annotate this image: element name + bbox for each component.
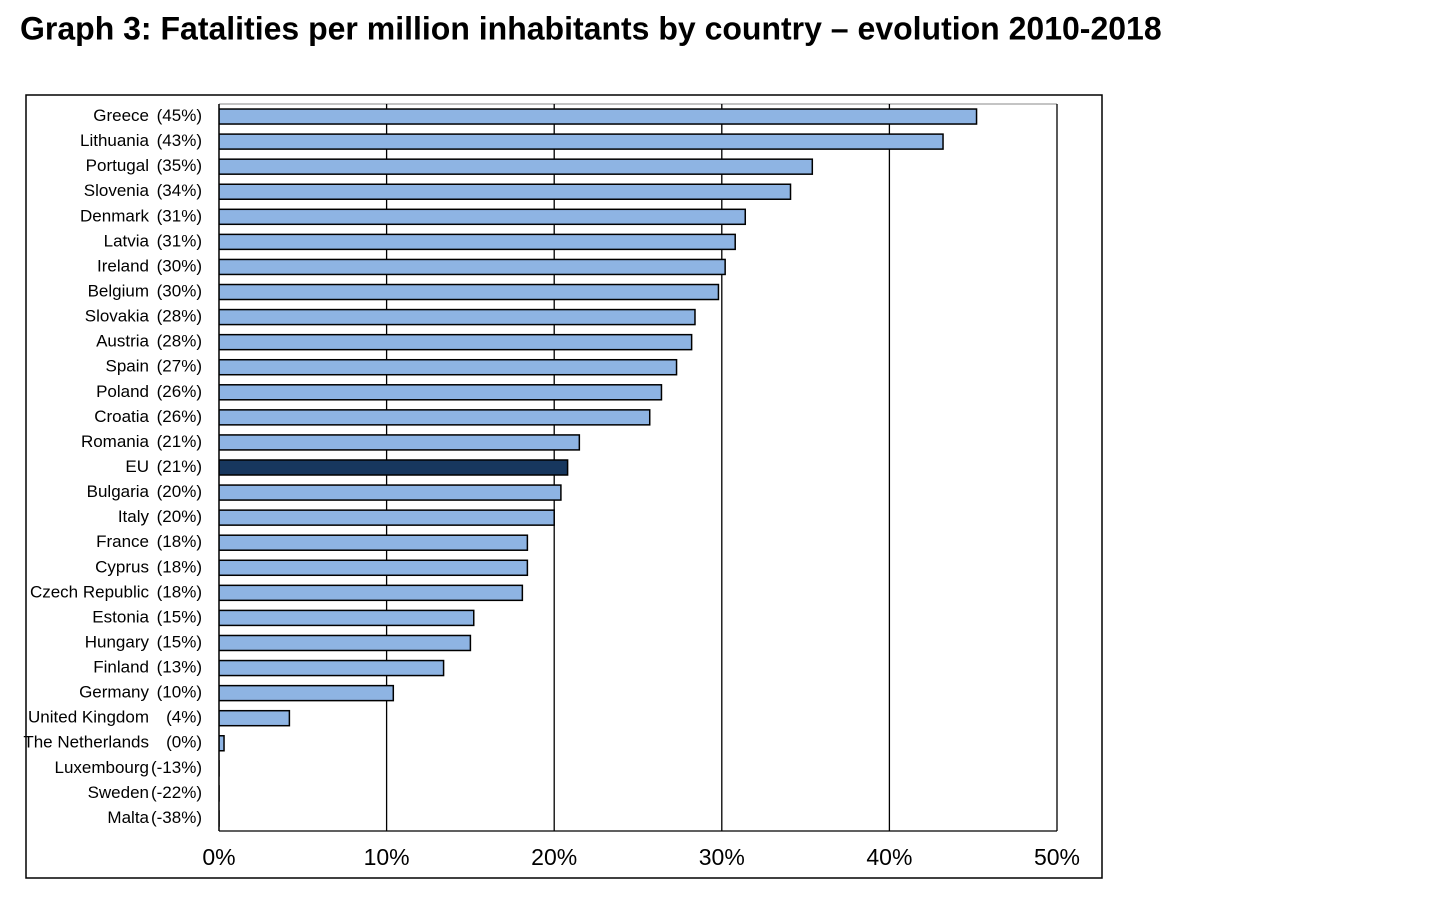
y-tick-label: Luxembourg [54,758,149,777]
y-tick-label: Romania [81,432,150,451]
value-label: (18%) [157,532,202,551]
bar [219,183,792,200]
labels: 0% 10% 20% 30% 40% 50% Greece (45%) Lithuania (43… [23,104,1080,870]
bar [219,308,696,326]
y-tick-label: Bulgaria [87,482,150,501]
value-label: (-22%) [151,783,202,802]
y-tick-label: Malta [107,808,149,827]
y-tick-label: Ireland [97,256,149,275]
y-tick-label: Estonia [92,607,149,626]
bar [219,133,944,150]
y-tick-label: Slovenia [84,181,150,200]
y-tick-label: Slovakia [85,307,150,326]
y-tick-label: Belgium [88,282,149,301]
value-label: (43%) [157,131,202,150]
bar [219,735,225,752]
bar [219,534,529,551]
value-label: (26%) [157,407,202,426]
value-label: (18%) [157,582,202,601]
bar [219,559,529,577]
y-tick-label: Greece [93,106,149,125]
x-tick-label: 20% [531,844,577,870]
y-tick-label: Lithuania [80,131,150,150]
value-label: (28%) [157,332,202,351]
y-tick-label: Portugal [86,156,149,175]
y-tick-label: Poland [96,382,149,401]
bar [219,283,720,301]
y-tick-label: Italy [118,507,150,526]
bar [219,384,663,401]
bar [219,509,555,526]
bar [219,609,475,627]
value-label: (20%) [157,507,202,526]
bar [219,459,569,476]
bar [219,634,472,652]
bar [219,233,736,251]
y-tick-label: Sweden [88,783,149,802]
y-tick-label: France [96,532,149,551]
bar [219,484,562,501]
value-label: (15%) [157,607,202,626]
chart-title: Graph 3: Fatalities per million inhabita… [20,10,1162,46]
bar [219,208,747,226]
x-tick-label: 10% [364,844,410,870]
bar [219,659,445,677]
y-tick-label: Denmark [80,206,149,225]
value-label: (31%) [157,231,202,250]
chart-frame [25,94,1103,879]
y-tick-label: Hungary [85,632,150,651]
bar [219,158,814,175]
value-label: (18%) [157,557,202,576]
y-tick-label: Austria [96,332,149,351]
bar [219,584,524,602]
y-tick-label: United Kingdom [28,708,149,727]
y-tick-label: Germany [79,683,149,702]
value-label: (-13%) [151,758,202,777]
value-label: (30%) [157,282,202,301]
value-label: (27%) [157,357,202,376]
y-tick-label: Cyprus [95,557,149,576]
y-tick-label: Spain [106,357,149,376]
bars [219,108,978,827]
y-tick-label: Latvia [104,231,150,250]
value-label: (15%) [157,632,202,651]
x-tick-label: 0% [202,844,235,870]
y-tick-label: EU [125,457,149,476]
value-label: (10%) [157,683,202,702]
value-label: (35%) [157,156,202,175]
bar [219,434,581,451]
value-label: (0%) [166,733,202,752]
y-tick-label: Finland [93,658,149,677]
bar [219,684,395,702]
value-label: (21%) [157,432,202,451]
x-tick-label: 30% [699,844,745,870]
y-tick-label: Croatia [94,407,149,426]
bar [219,333,693,351]
value-label: (26%) [157,382,202,401]
value-label: (4%) [166,708,202,727]
value-label: (-38%) [151,808,202,827]
value-label: (20%) [157,482,202,501]
value-label: (28%) [157,307,202,326]
y-tick-label: Czech Republic [30,582,150,601]
bar [219,358,678,376]
value-label: (45%) [157,106,202,125]
y-tick-label: The Netherlands [23,733,149,752]
value-label: (34%) [157,181,202,200]
x-tick-label: 40% [866,844,912,870]
value-label: (31%) [157,206,202,225]
value-label: (13%) [157,658,202,677]
x-tick-label: 50% [1034,844,1080,870]
value-label: (21%) [157,457,202,476]
bar [219,258,726,276]
value-label: (30%) [157,256,202,275]
bar [219,709,291,727]
bar [219,409,651,426]
bar [219,108,978,125]
